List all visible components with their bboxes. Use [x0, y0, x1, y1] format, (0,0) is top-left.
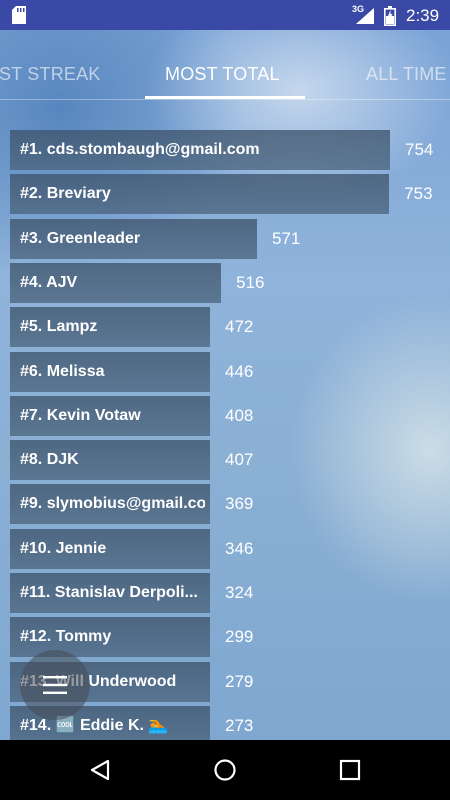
score-bar [10, 440, 210, 480]
score-bar [10, 263, 222, 303]
score-bar [10, 396, 210, 436]
player-score: 369 [225, 494, 254, 513]
score-bar [10, 352, 210, 392]
leaderboard-row[interactable]: #4. AJV 516 [0, 263, 450, 303]
score-bar [10, 219, 257, 259]
leaderboard-row[interactable]: #9. slymobius@gmail.co... 369 [0, 484, 450, 524]
signal-icon [356, 8, 374, 24]
leaderboard-row[interactable]: #5. Lampz 472 [0, 307, 450, 347]
tab-bar: LONGEST STREAK MOST TOTAL ALL TIME [0, 30, 450, 100]
player-name: #11. Stanislav Derpoli... [20, 584, 198, 601]
player-score: 446 [225, 362, 254, 381]
player-score: 472 [225, 317, 254, 336]
player-name: #7. Kevin Votaw [20, 407, 141, 424]
network-type: 3G [352, 4, 365, 14]
leaderboard-row[interactable]: #1. cds.stombaugh@gmail.com 754 [0, 130, 450, 170]
player-score: 407 [225, 450, 254, 469]
player-score: 324 [225, 583, 254, 602]
player-name: #6. Melissa [20, 363, 105, 380]
score-bar [10, 617, 210, 657]
score-bar [10, 307, 210, 347]
leaderboard-row[interactable]: #3. Greenleader 571 [0, 219, 450, 259]
player-name: #1. cds.stombaugh@gmail.com [20, 141, 260, 158]
player-score: 279 [225, 672, 254, 691]
navigation-bar [0, 740, 450, 800]
player-name: #14. 🆒 Eddie K. 🏊 [20, 717, 169, 734]
tab-all-time[interactable]: ALL TIME [366, 64, 447, 84]
player-name: #8. DJK [20, 451, 79, 468]
player-name: #12. Tommy [20, 628, 112, 645]
player-name: #5. Lampz [20, 318, 98, 335]
home-icon[interactable] [213, 758, 237, 782]
tab-longest-streak[interactable]: LONGEST STREAK [0, 64, 101, 84]
player-score: 571 [271, 229, 301, 248]
tab-indicator [145, 96, 305, 99]
recents-icon[interactable] [338, 758, 362, 782]
sd-card-icon [12, 6, 26, 24]
player-name: #2. Breviary [20, 185, 111, 202]
content-area: LONGEST STREAK MOST TOTAL ALL TIME #1. c… [0, 30, 450, 740]
status-bar: 3G 2:39 [0, 0, 450, 30]
leaderboard-row[interactable]: #12. Tommy 299 [0, 617, 450, 657]
player-score: 753 [404, 184, 433, 203]
player-score: 754 [405, 140, 434, 159]
player-score: 346 [225, 539, 254, 558]
menu-icon [43, 676, 67, 694]
player-name: #9. slymobius@gmail.co... [20, 495, 205, 512]
tab-most-total[interactable]: MOST TOTAL [165, 64, 280, 84]
score-bar [10, 529, 210, 569]
leaderboard-row[interactable]: #10. Jennie 346 [0, 529, 450, 569]
player-score: 299 [225, 627, 254, 646]
leaderboard-row[interactable]: #2. Breviary 753 [0, 174, 450, 214]
player-name: #3. Greenleader [20, 230, 141, 247]
leaderboard-row[interactable]: #7. Kevin Votaw 408 [0, 396, 450, 436]
player-name: #10. Jennie [20, 540, 107, 557]
back-icon[interactable] [88, 758, 112, 782]
player-name: #4. AJV [20, 274, 78, 291]
player-score: 408 [225, 406, 254, 425]
score-bar [10, 484, 210, 524]
clock: 2:39 [406, 6, 440, 25]
score-bar [10, 130, 390, 170]
leaderboard-row[interactable]: #11. Stanislav Derpoli... 324 [0, 573, 450, 613]
leaderboard-row[interactable]: #8. DJK 407 [0, 440, 450, 480]
player-score: 516 [236, 273, 265, 292]
leaderboard-row[interactable]: #6. Melissa 446 [0, 352, 450, 392]
menu-fab[interactable] [20, 650, 90, 720]
score-bar [10, 174, 390, 214]
score-bar [10, 573, 210, 613]
battery-icon [384, 6, 396, 26]
player-score: 273 [225, 716, 254, 735]
tab-divider [0, 99, 450, 100]
